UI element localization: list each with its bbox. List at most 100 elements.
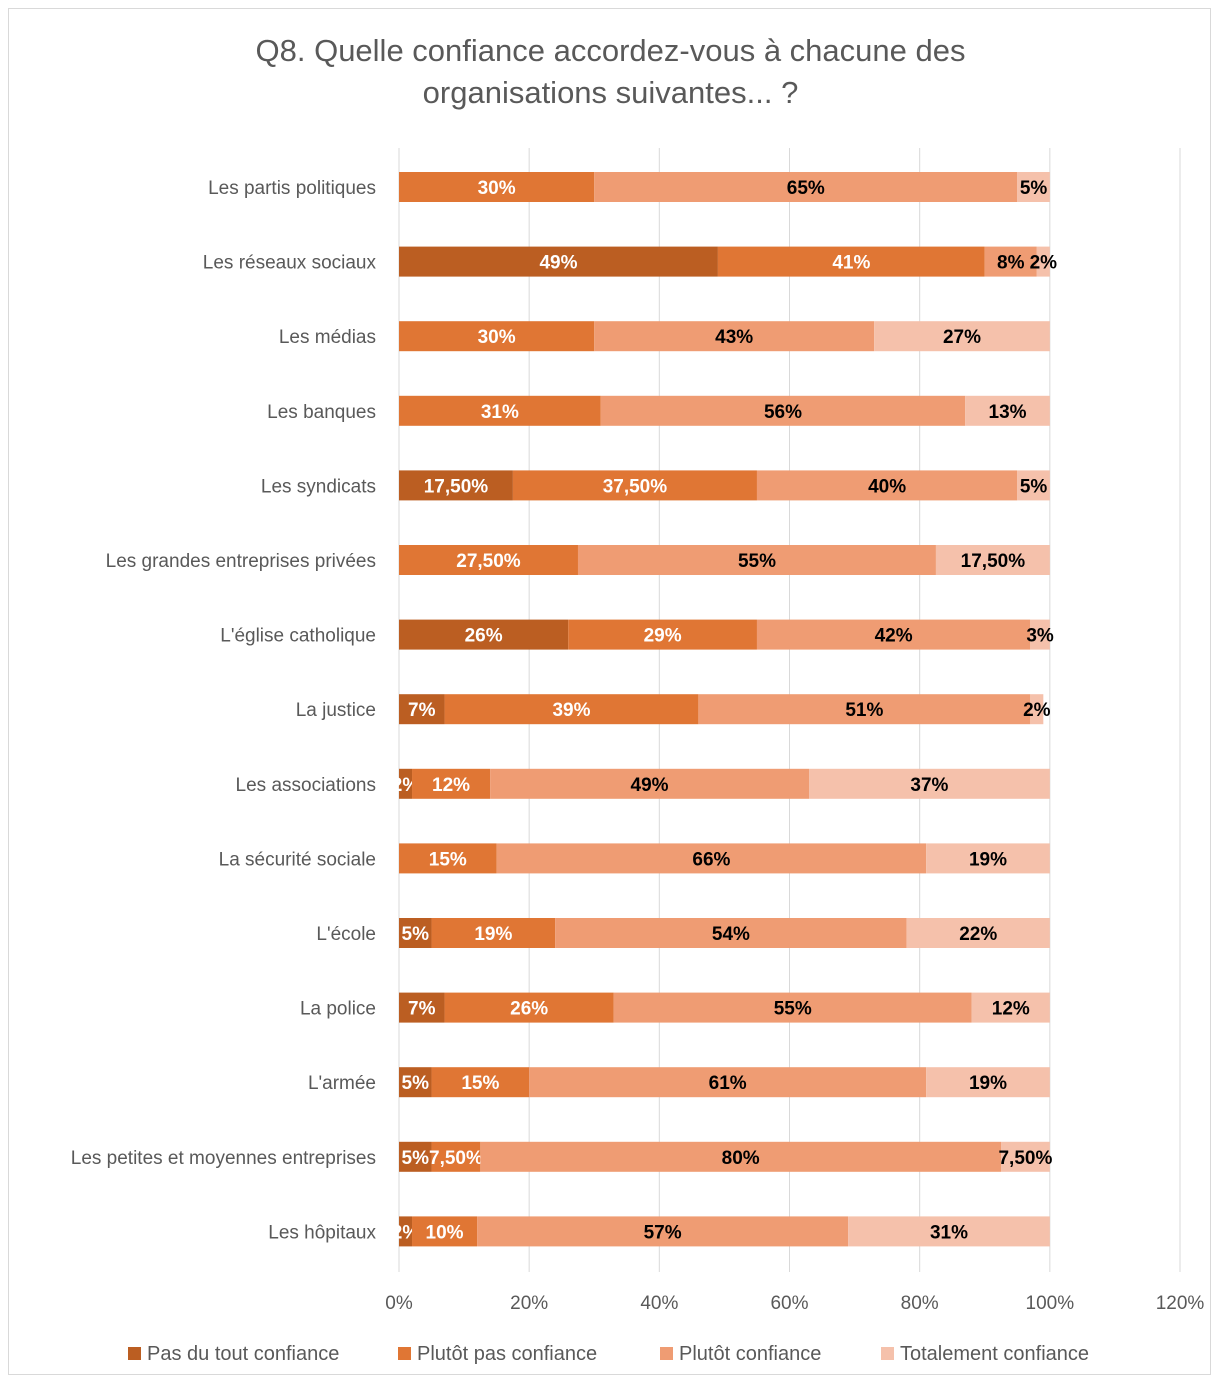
bar-segment bbox=[444, 694, 699, 725]
x-tick-label: 40% bbox=[640, 1293, 678, 1314]
category-label: Les réseaux sociaux bbox=[203, 253, 377, 274]
data-label: 31% bbox=[481, 402, 519, 423]
data-label: 2% bbox=[1023, 700, 1051, 721]
bar-segment bbox=[496, 843, 927, 874]
chart-title: Q8. Quelle confiance accordez-vous à cha… bbox=[0, 30, 1221, 114]
legend-label: Pas du tout confiance bbox=[147, 1343, 339, 1365]
data-label: 8% bbox=[997, 253, 1025, 274]
data-label: 66% bbox=[692, 849, 730, 870]
data-label: 65% bbox=[787, 178, 825, 199]
data-label: 61% bbox=[709, 1073, 747, 1094]
bar-segment bbox=[399, 768, 413, 799]
bar-segment bbox=[399, 321, 595, 352]
data-label: 3% bbox=[1026, 626, 1054, 647]
bar-segment bbox=[399, 694, 445, 725]
data-label: 17,50% bbox=[424, 476, 489, 497]
bar-segment bbox=[412, 1216, 478, 1247]
data-label: 5% bbox=[402, 1073, 430, 1094]
data-label: 12% bbox=[992, 999, 1030, 1020]
x-tick-label: 120% bbox=[1156, 1293, 1205, 1314]
bar-segment bbox=[906, 918, 1050, 948]
bar-segment bbox=[477, 1216, 849, 1247]
data-label: 19% bbox=[969, 1073, 1007, 1094]
bar-segment bbox=[1030, 619, 1050, 650]
data-label: 51% bbox=[845, 700, 883, 721]
data-label: 17,50% bbox=[961, 551, 1026, 572]
data-label: 27% bbox=[943, 327, 981, 348]
data-label: 57% bbox=[644, 1222, 682, 1243]
legend-swatch bbox=[660, 1347, 673, 1360]
bar-segment bbox=[577, 545, 936, 575]
category-label: L'église catholique bbox=[220, 626, 376, 647]
bar-segment bbox=[926, 843, 1050, 874]
bar-segment bbox=[444, 992, 614, 1023]
bar-segment bbox=[613, 992, 972, 1023]
data-label: 56% bbox=[764, 402, 802, 423]
data-label: 7% bbox=[408, 999, 436, 1020]
data-label: 7,50% bbox=[429, 1148, 483, 1169]
category-label: L'école bbox=[316, 924, 376, 945]
bar-segment bbox=[568, 619, 757, 650]
bar-segment bbox=[600, 395, 966, 426]
chart-title-line-2: organisations suivantes... ? bbox=[422, 75, 799, 110]
bar-segment bbox=[1001, 1141, 1050, 1172]
data-label: 29% bbox=[644, 626, 682, 647]
bar-segment bbox=[399, 1141, 432, 1172]
x-tick-label: 0% bbox=[385, 1293, 413, 1314]
bar-segment bbox=[399, 1216, 413, 1247]
bar-segment bbox=[756, 470, 1018, 501]
category-label: Les petites et moyennes entreprises bbox=[71, 1148, 376, 1169]
bar-segment bbox=[594, 321, 875, 352]
legend-label: Plutôt pas confiance bbox=[417, 1343, 597, 1365]
bar-segment bbox=[717, 246, 985, 277]
bar-segment bbox=[399, 246, 718, 277]
bar-segment bbox=[399, 992, 445, 1023]
data-label: 31% bbox=[930, 1222, 968, 1243]
bar-segment bbox=[1030, 694, 1044, 725]
category-label: La sécurité sociale bbox=[219, 849, 376, 870]
category-label: Les banques bbox=[267, 402, 376, 423]
bar-segment bbox=[926, 1067, 1050, 1098]
bar-segment bbox=[756, 619, 1031, 650]
data-label: 43% bbox=[715, 327, 753, 348]
data-label: 37% bbox=[910, 775, 948, 796]
data-label: 30% bbox=[478, 327, 516, 348]
data-label: 42% bbox=[875, 626, 913, 647]
category-label: La police bbox=[300, 999, 376, 1020]
category-label: Les associations bbox=[236, 775, 376, 796]
bar-segment bbox=[874, 321, 1050, 352]
category-label: Les grandes entreprises privées bbox=[106, 551, 376, 572]
category-label: Les syndicats bbox=[261, 476, 376, 497]
legend-label: Plutôt confiance bbox=[679, 1343, 821, 1365]
data-label: 55% bbox=[738, 551, 776, 572]
bar-segment bbox=[1017, 172, 1050, 202]
bar-segment bbox=[431, 918, 556, 948]
data-label: 19% bbox=[474, 924, 512, 945]
data-label: 27,50% bbox=[456, 551, 521, 572]
data-label: 37,50% bbox=[603, 476, 668, 497]
legend-swatch bbox=[881, 1347, 894, 1360]
bar-segment bbox=[431, 1067, 530, 1098]
data-label: 26% bbox=[465, 626, 503, 647]
data-label: 5% bbox=[402, 924, 430, 945]
data-label: 10% bbox=[426, 1222, 464, 1243]
bar-segment bbox=[594, 172, 1018, 202]
data-label: 5% bbox=[1020, 178, 1048, 199]
bar-segment bbox=[399, 1067, 432, 1098]
bar-segment bbox=[490, 768, 810, 799]
data-label: 13% bbox=[989, 402, 1027, 423]
bar-segment bbox=[848, 1216, 1050, 1247]
data-label: 7,50% bbox=[998, 1148, 1052, 1169]
data-label: 54% bbox=[712, 924, 750, 945]
legend-swatch bbox=[398, 1347, 411, 1360]
chart-title-line-1: Q8. Quelle confiance accordez-vous à cha… bbox=[255, 33, 966, 68]
x-tick-label: 60% bbox=[770, 1293, 808, 1314]
bar-segment bbox=[971, 992, 1050, 1023]
bar-segment bbox=[399, 843, 497, 874]
bar-segment bbox=[399, 395, 601, 426]
legend-swatch bbox=[128, 1347, 141, 1360]
legend-label: Totalement confiance bbox=[900, 1343, 1089, 1365]
bar-segment bbox=[399, 470, 513, 501]
data-label: 49% bbox=[631, 775, 669, 796]
data-label: 5% bbox=[402, 1148, 430, 1169]
